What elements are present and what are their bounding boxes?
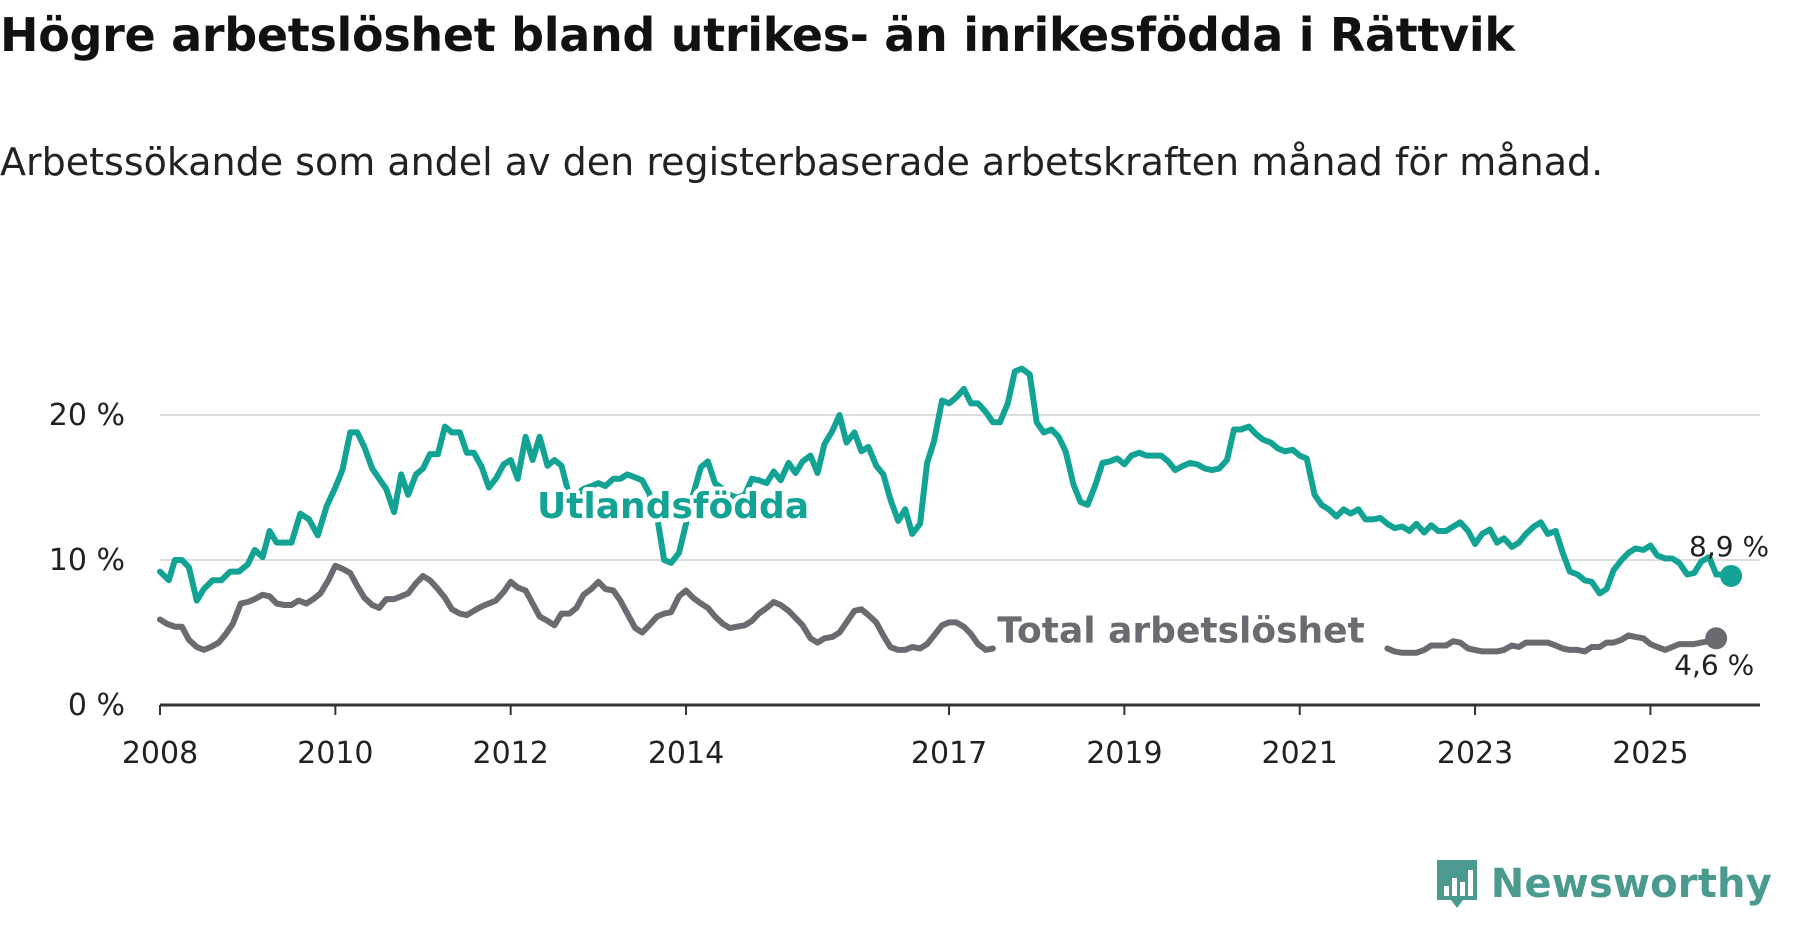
x-tick-label: 2019	[1086, 736, 1162, 771]
gridlines	[160, 414, 1760, 561]
brand-name: Newsworthy	[1490, 861, 1772, 907]
y-axis-ticks: 0 % 10 % 20 %	[49, 398, 125, 723]
foreign-born-line	[157, 365, 1735, 604]
foreign-born-series-label: Utlandsfödda	[537, 486, 809, 527]
x-axis: 2008 2010 2012 2014 2017 2019 2021 2023 2025	[122, 703, 1760, 771]
x-tick-label: 2023	[1437, 736, 1513, 771]
chart-subtitle: Arbetssökande som andel av den registerb…	[0, 140, 1604, 184]
series-lines	[157, 365, 1743, 656]
foreign-born-end-dot	[1720, 564, 1743, 587]
foreign-born-end-value: 8,9 %	[1689, 530, 1769, 563]
chart-title: Högre arbetslöshet bland utrikes- än inr…	[0, 8, 1515, 62]
brand-logo: Newsworthy	[1433, 856, 1772, 912]
y-tick-label: 20 %	[49, 398, 125, 433]
newsworthy-logo-icon	[1436, 860, 1477, 908]
x-tick-label: 2010	[297, 736, 373, 771]
x-tick-label: 2012	[473, 736, 549, 771]
y-tick-label: 0 %	[68, 688, 125, 723]
series-labels: 8,9 % 4,6 % Utlandsfödda Total arbetslöshet	[533, 482, 1769, 681]
total-end-dot	[1705, 627, 1728, 650]
total-series-label: Total arbetslöshet	[997, 611, 1365, 652]
total-end-value: 4,6 %	[1674, 648, 1754, 681]
x-tick-label: 2017	[911, 736, 987, 771]
x-tick-label: 2025	[1612, 736, 1688, 771]
total-unemployment-line	[157, 562, 996, 653]
x-tick-label: 2014	[648, 736, 724, 771]
y-tick-label: 10 %	[49, 543, 125, 578]
x-tick-label: 2008	[122, 736, 198, 771]
total-unemployment-line-tail	[1384, 632, 1720, 656]
x-tick-label: 2021	[1262, 736, 1338, 771]
